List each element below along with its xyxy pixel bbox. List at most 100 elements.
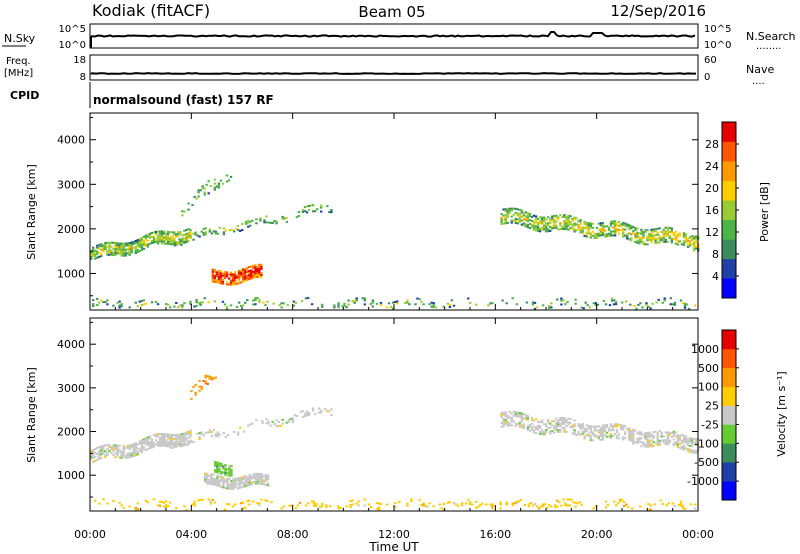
echo-cell (566, 498, 569, 501)
echo-cell (303, 210, 307, 213)
echo-cell (217, 269, 221, 272)
echo-cell (122, 252, 125, 255)
echo-cell (128, 452, 131, 455)
echo-cell (134, 242, 137, 244)
echo-cell (165, 439, 168, 442)
echo-cell (670, 227, 673, 230)
echo-cell (538, 421, 542, 424)
echo-cell (122, 246, 125, 249)
echo-cell (231, 279, 235, 282)
echo-cell (611, 435, 615, 437)
echo-cell (228, 477, 231, 480)
echo-cell (247, 219, 250, 222)
echo-cell (617, 232, 621, 235)
echo-cell (114, 250, 117, 253)
echo-cell (104, 450, 107, 453)
echo-cell (114, 248, 117, 251)
echo-cell (126, 244, 129, 247)
echo-cell (508, 211, 511, 214)
echo-cell (138, 240, 141, 242)
echo-cell (538, 230, 542, 233)
echo-cell (589, 224, 592, 227)
echo-cell (536, 424, 540, 427)
echo-cell (527, 503, 531, 506)
echo-cell (102, 248, 105, 251)
echo-cell (506, 207, 509, 210)
echo-cell (536, 221, 540, 224)
echo-cell (664, 240, 667, 243)
echo-cell (152, 445, 156, 448)
echo-cell (601, 222, 605, 224)
echo-cell (559, 224, 562, 227)
echo-cell (601, 430, 605, 433)
echo-cell (656, 438, 659, 441)
echo-cell (690, 441, 694, 444)
echo-cell (204, 431, 207, 434)
echo-cell (636, 227, 639, 230)
echo-cell (394, 301, 397, 303)
echo-cell (567, 218, 570, 221)
echo-cell (609, 220, 613, 223)
echo-cell (686, 448, 690, 451)
echo-cell (213, 268, 216, 271)
echo-cell (567, 421, 570, 424)
echo-cell (202, 380, 205, 383)
echo-cell (258, 502, 261, 505)
echo-cell (504, 218, 507, 221)
echo-cell (603, 235, 607, 238)
nsearch-line: ........ (756, 41, 781, 52)
echo-cell (518, 220, 521, 223)
echo-cell (165, 500, 168, 503)
echo-cell (545, 228, 548, 231)
echo-cell (242, 483, 245, 486)
echo-cell (577, 430, 580, 433)
echo-cell (638, 440, 641, 443)
echo-cell (551, 424, 554, 427)
echo-cell (523, 504, 527, 506)
echo-cell (200, 387, 203, 390)
echo-cell (502, 214, 505, 217)
echo-cell (156, 433, 160, 436)
echo-cell (152, 235, 156, 238)
echo-cell (179, 230, 182, 233)
echo-cell (646, 229, 649, 232)
echo-cell (589, 439, 592, 442)
echo-cell (220, 472, 223, 475)
echo-cell (500, 425, 503, 428)
echo-cell (165, 303, 168, 306)
echo-cell (217, 273, 221, 276)
echo-cell (256, 476, 260, 479)
echo-cell (648, 439, 651, 442)
echo-cell (240, 273, 243, 276)
echo-cell (634, 441, 637, 444)
echo-cell (120, 246, 123, 249)
echo-cell (230, 483, 233, 486)
echo-cell (604, 506, 608, 509)
echo-cell (636, 432, 639, 435)
echo-cell (506, 211, 509, 214)
echo-cell (154, 443, 158, 446)
echo-cell (587, 232, 590, 235)
echo-cell (379, 503, 383, 505)
echo-cell (540, 220, 544, 223)
echo-cell (526, 220, 530, 223)
echo-cell (537, 507, 541, 510)
echo-cell (92, 248, 95, 251)
echo-cell (232, 478, 235, 480)
echo-cell (171, 439, 174, 442)
echo-cell (248, 274, 251, 277)
echo-cell (538, 228, 542, 231)
echo-cell (142, 440, 146, 443)
echo-cell (585, 430, 588, 433)
echo-cell (660, 433, 663, 436)
echo-cell (292, 300, 296, 303)
colorbar-tick-label: 500 (698, 362, 719, 375)
echo-cell (165, 242, 168, 245)
echo-cell (158, 444, 162, 447)
echo-cell (549, 225, 552, 228)
echo-cell (632, 230, 635, 233)
echo-cell (142, 235, 146, 238)
echo-cell (256, 274, 259, 276)
echo-cell (94, 451, 97, 454)
echo-cell (275, 222, 278, 225)
